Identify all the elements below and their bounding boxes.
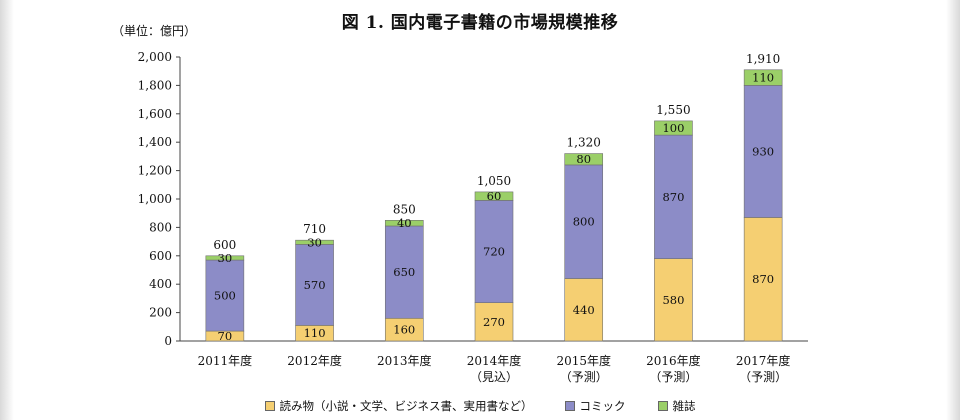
x-tick-label: 2013年度 [377,353,432,368]
legend-item: 雑誌 [657,398,696,414]
bar-segment [564,164,604,279]
bar-segment [743,217,783,342]
data-label: 100 [662,121,684,135]
y-tick-label: 1,200 [138,164,172,178]
bar-segment [474,191,514,201]
y-tick-label: 800 [149,220,172,234]
x-tick-label: （予測） [649,370,697,384]
y-tick-label: 400 [149,277,172,291]
total-label: 850 [393,202,416,216]
data-label: 870 [662,190,684,204]
y-tick-label: 1,000 [138,192,172,206]
chart-title: 図 1. 国内電子書籍の市場規模推移 [341,13,619,33]
data-label: 580 [662,293,684,307]
data-label: 650 [393,265,415,279]
legend-item: コミック [564,398,626,414]
total-label: 1,550 [656,103,690,117]
data-label: 30 [218,251,233,265]
data-label: 70 [218,329,233,343]
total-label: 600 [213,238,236,252]
data-label: 110 [752,71,774,85]
bar-segment [295,244,334,326]
data-label: 500 [214,289,236,303]
data-label: 570 [304,278,326,292]
bar-segment [205,259,245,332]
y-tick-label: 2,000 [138,50,172,64]
bar-segment [654,258,693,342]
data-label: 440 [573,303,595,317]
legend-label: 雑誌 [672,399,696,413]
x-tick-label: 2016年度 [646,353,701,368]
total-label: 1,320 [567,136,601,150]
bar-segment [205,255,245,261]
x-tick-label: （予測） [739,370,787,384]
x-tick-label: 2011年度 [198,353,253,368]
bar-segment [564,278,604,342]
bar-segment [564,153,604,166]
data-label: 110 [304,326,326,340]
x-tick-label: 2014年度 [467,353,522,368]
bar-segment [474,200,514,303]
bar-segment [654,134,693,259]
unit-label: （単位：億円） [112,24,197,38]
y-tick-label: 200 [149,306,172,320]
data-label: 800 [573,215,595,229]
data-label: 60 [487,189,502,203]
bar-segment [743,69,783,86]
legend-label: 読み物（小説・文学、ビジネス書、実用書など） [279,399,533,413]
legend-swatch [657,401,668,411]
total-label: 710 [303,222,326,236]
y-tick-label: 1,400 [138,135,172,149]
x-tick-label: （予測） [560,370,608,384]
y-tick-label: 600 [149,249,172,263]
data-label: 930 [752,144,774,158]
data-label: 40 [397,216,412,230]
data-label: 80 [576,152,591,166]
legend-swatch [564,401,575,411]
legend-item: 読み物（小説・文学、ビジネス書、実用書など） [264,398,533,414]
x-tick-label: 2012年度 [287,353,342,368]
bar-segment [654,120,693,136]
data-label: 160 [393,323,415,337]
y-tick-label: 1,600 [138,107,172,121]
x-tick-label: （見込） [470,370,518,384]
y-tick-label: 0 [164,334,172,348]
y-tick-label: 1,800 [138,78,172,92]
data-label: 30 [307,235,322,249]
bar-segment [384,220,424,227]
x-tick-label: 2015年度 [556,353,611,368]
chart-legend: 読み物（小説・文学、ビジネス書、実用書など） コミック 雑誌 [0,398,960,414]
data-label: 720 [483,245,505,259]
page-edge-left [0,0,14,420]
x-tick-label: 2017年度 [736,353,791,368]
page-edge-right [946,0,960,420]
data-label: 270 [483,315,505,329]
bar-segment [295,239,334,245]
total-label: 1,050 [477,174,511,188]
total-label: 1,910 [746,52,780,66]
legend-label: コミック [579,399,626,413]
bar-segment [474,302,514,342]
data-label: 870 [752,272,774,286]
legend-swatch [264,401,275,411]
